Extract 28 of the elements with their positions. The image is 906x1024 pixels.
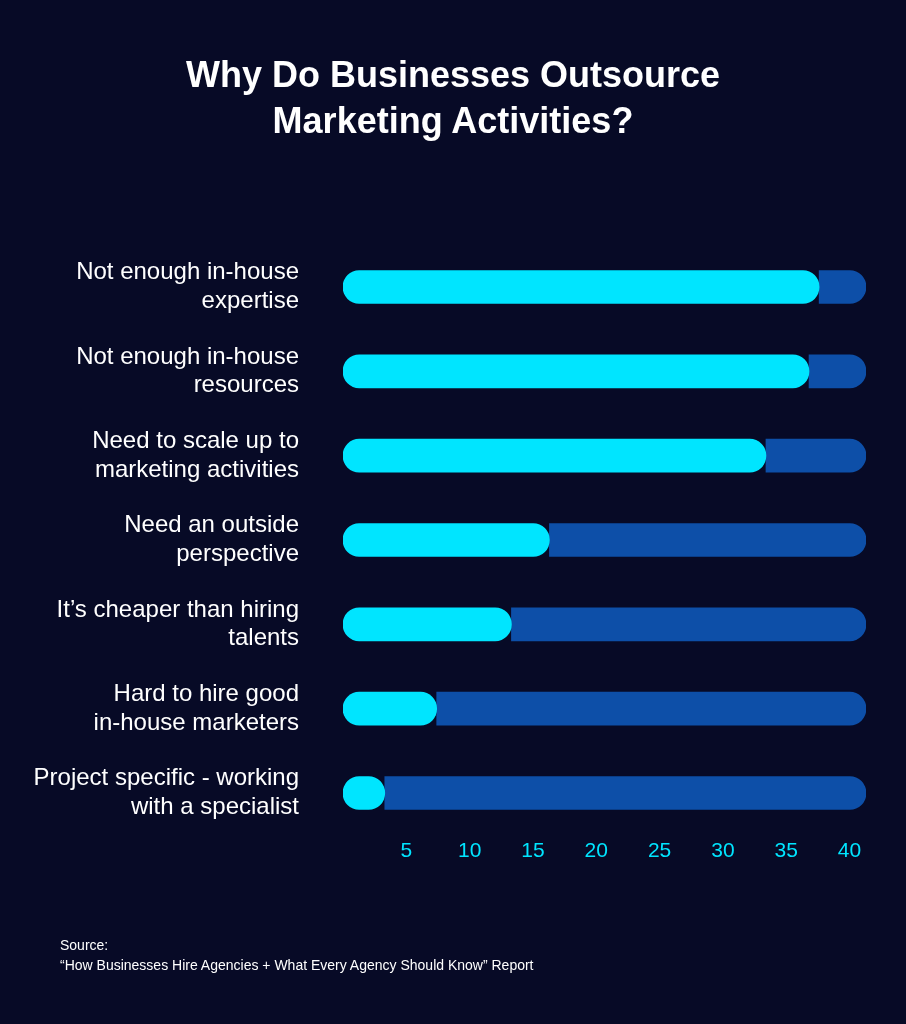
bar (384, 776, 866, 810)
x-tick-label: 30 (711, 837, 735, 861)
x-tick-label: 20 (584, 837, 608, 861)
source-note: Source: “How Businesses Hire Agencies + What Every Agency Should Know” Report (60, 936, 534, 975)
bar (765, 438, 866, 473)
y-tick-label: Not enough in-house resources (76, 341, 299, 398)
x-tick-label: 40 (837, 837, 862, 861)
x-tick-label: 25 (647, 837, 672, 861)
bar (343, 270, 820, 304)
y-tick-label: Not enough in-house expertise (76, 257, 299, 313)
bar (343, 438, 767, 473)
bar (343, 523, 550, 557)
y-tick-label: Hard to hire good in-house marketers (93, 678, 299, 735)
chart-title: Why Do Businesses Outsource Marketing Activities? (184, 53, 722, 143)
x-tick-label: 15 (521, 837, 545, 861)
bar (549, 523, 866, 557)
bar (436, 691, 866, 726)
bar (343, 607, 512, 642)
y-tick-label: Need to scale up to marketing activities (92, 425, 299, 482)
bar (343, 354, 810, 389)
y-tick-label: Need an outside perspective (124, 510, 299, 567)
bar (511, 607, 866, 642)
y-tick-label: It’s cheaper than hiring talents (56, 594, 299, 651)
y-tick-label: Project specific - working with a specialist (33, 763, 300, 820)
x-tick-label: 10 (457, 837, 482, 861)
bar (808, 354, 866, 389)
x-tick-label: 5 (400, 837, 413, 861)
x-tick-label: 35 (774, 837, 798, 861)
